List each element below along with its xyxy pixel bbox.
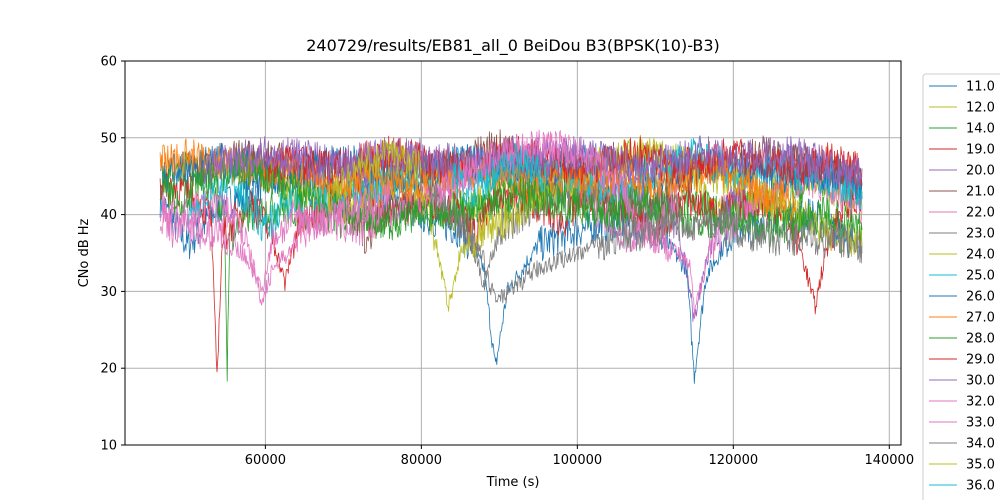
legend-label: 12.0 — [966, 101, 995, 116]
x-tick-label: 80000 — [401, 453, 442, 468]
series-line-36-0 — [452, 143, 547, 209]
legend-label: 25.0 — [966, 269, 995, 284]
legend-label: 21.0 — [966, 185, 995, 200]
axis-ticks: 60000 80000 100000 120000 140000 10 20 30 40 50 60 — [100, 55, 914, 469]
legend-label: 29.0 — [966, 353, 995, 368]
legend-label: 22.0 — [966, 206, 995, 221]
legend-label: 14.0 — [966, 122, 995, 137]
chart-title: 240729/results/EB81_all_0 BeiDou B3(BPSK… — [306, 36, 720, 56]
y-tick-label: 30 — [100, 285, 117, 300]
series-line-35-0 — [327, 139, 422, 214]
x-tick-label: 60000 — [245, 453, 286, 468]
x-tick-label: 120000 — [709, 453, 759, 468]
y-tick-label: 50 — [100, 131, 117, 146]
legend-label: 27.0 — [966, 311, 995, 326]
legend-label: 20.0 — [966, 164, 995, 179]
series-lines — [159, 129, 863, 384]
legend-label: 34.0 — [966, 437, 995, 452]
legend-label: 30.0 — [966, 374, 995, 389]
y-axis-title: CNo dB Hz — [77, 218, 92, 287]
legend-label: 36.0 — [966, 479, 995, 494]
y-tick-label: 10 — [100, 439, 117, 454]
legend-label: 28.0 — [966, 332, 995, 347]
legend-label: 23.0 — [966, 227, 995, 242]
legend-label: 11.0 — [966, 80, 995, 95]
legend-label: 35.0 — [966, 458, 995, 473]
legend-label: 26.0 — [966, 290, 995, 305]
legend-label: 33.0 — [966, 416, 995, 431]
y-tick-label: 40 — [100, 208, 117, 223]
series-line-33-0 — [159, 180, 391, 306]
legend-label: 32.0 — [966, 395, 995, 410]
legend-label: 19.0 — [966, 143, 995, 158]
plot-frame — [124, 60, 902, 446]
y-tick-label: 20 — [100, 362, 117, 377]
series-line-19-0 — [159, 167, 863, 373]
y-tick-label: 60 — [100, 55, 117, 70]
series-line-30-0 — [202, 135, 863, 190]
series-line-34-0 — [452, 202, 863, 304]
x-tick-label: 140000 — [864, 453, 914, 468]
x-axis-title: Time (s) — [486, 475, 540, 490]
legend-box — [922, 73, 1000, 500]
legend: 11.0 12.0 14.0 19.0 20.0 21.0 22.0 23.0 24.0 25.0… — [922, 73, 1000, 500]
plot-area — [125, 61, 901, 445]
legend-label: 24.0 — [966, 248, 995, 263]
x-tick-label: 100000 — [553, 453, 603, 468]
